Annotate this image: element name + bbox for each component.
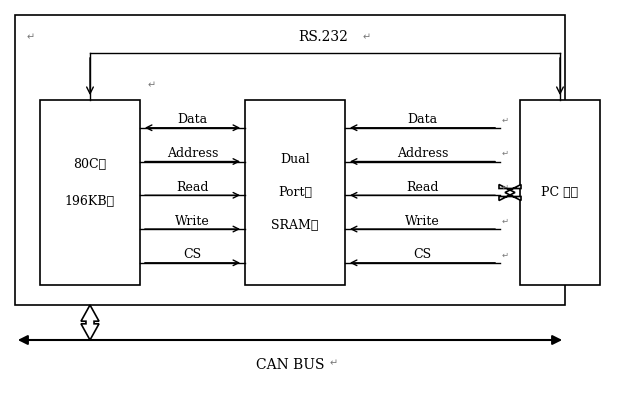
Text: SRAM。: SRAM。: [271, 219, 319, 232]
Text: Address: Address: [397, 147, 448, 160]
Text: ↵: ↵: [330, 358, 338, 368]
Text: Port。: Port。: [278, 186, 312, 199]
Text: Read: Read: [176, 181, 209, 194]
Bar: [245, 100, 345, 285]
Text: Write: Write: [405, 215, 440, 228]
Text: Address: Address: [167, 147, 218, 160]
Text: ↵: ↵: [27, 32, 35, 42]
Text: ↵: ↵: [148, 80, 156, 90]
Text: ↵: ↵: [502, 149, 509, 158]
Text: ↵: ↵: [502, 115, 509, 124]
Text: 80C。: 80C。: [74, 158, 106, 171]
Text: 196KB。: 196KB。: [65, 195, 115, 208]
Text: Data: Data: [177, 113, 208, 126]
Text: ↵: ↵: [363, 32, 371, 42]
Text: ↵: ↵: [502, 183, 509, 192]
Text: CS: CS: [184, 248, 201, 261]
Text: Read: Read: [406, 181, 439, 194]
Bar: [40, 100, 140, 285]
Bar: [15, 15, 565, 305]
Text: Write: Write: [175, 215, 210, 228]
Bar: [520, 100, 600, 285]
Polygon shape: [81, 305, 99, 340]
Text: ↵: ↵: [502, 217, 509, 226]
Text: CS: CS: [414, 248, 431, 261]
Polygon shape: [499, 184, 521, 200]
Text: Dual: Dual: [280, 153, 310, 166]
Text: PC 机。: PC 机。: [541, 186, 579, 199]
Text: ↵: ↵: [502, 250, 509, 259]
Text: RS.232: RS.232: [298, 30, 348, 44]
Text: CAN BUS: CAN BUS: [256, 358, 324, 372]
Text: Data: Data: [408, 113, 437, 126]
